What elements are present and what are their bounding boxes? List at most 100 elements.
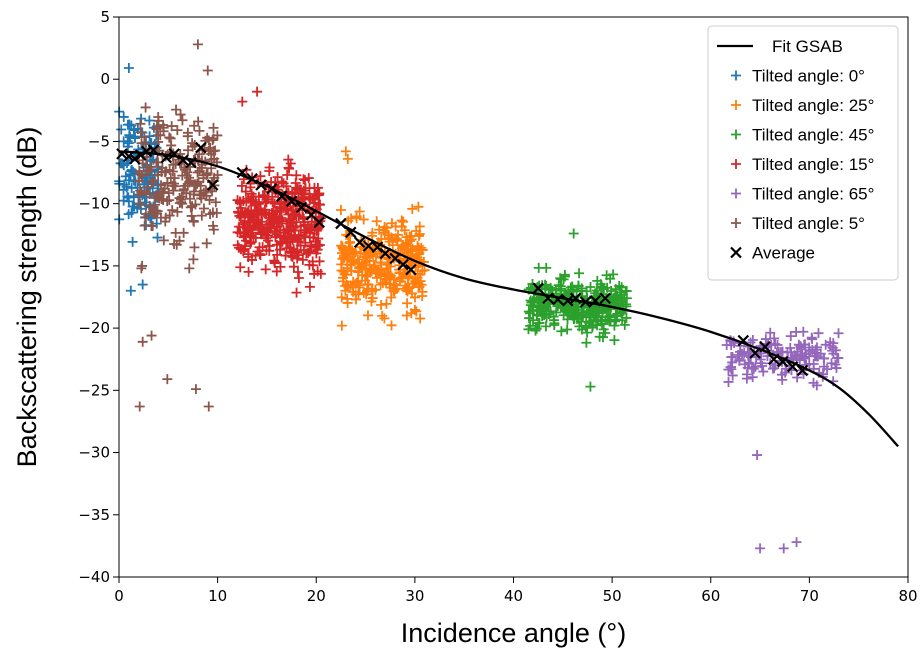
scatter-point <box>610 284 621 295</box>
scatter-point <box>250 250 261 261</box>
scatter-point <box>136 170 147 181</box>
scatter-point <box>596 282 607 293</box>
scatter-point <box>527 296 538 307</box>
scatter-point <box>272 172 283 183</box>
scatter-point <box>167 205 178 216</box>
scatter-point <box>143 166 154 177</box>
scatter-point <box>590 288 601 299</box>
scatter-point <box>281 181 292 192</box>
scatter-point <box>524 313 535 324</box>
scatter-point <box>409 292 420 303</box>
scatter-point <box>619 319 630 330</box>
scatter-point <box>241 196 252 207</box>
scatter-point <box>385 282 396 293</box>
scatter-point <box>813 328 824 339</box>
scatter-point <box>125 169 136 180</box>
scatter-point <box>382 259 393 270</box>
average-point <box>353 236 366 249</box>
scatter-point <box>414 229 425 240</box>
scatter-point <box>134 166 145 177</box>
scatter-point <box>398 216 409 227</box>
scatter-point <box>811 342 822 353</box>
scatter-point <box>137 279 148 290</box>
scatter-point <box>190 384 201 395</box>
scatter-point <box>396 215 407 226</box>
scatter-point <box>376 299 387 310</box>
scatter-point <box>164 210 175 221</box>
scatter-point <box>124 119 135 130</box>
scatter-point <box>129 133 140 144</box>
scatter-point <box>235 244 246 255</box>
legend-plus-marker <box>731 159 741 169</box>
scatter-point <box>367 227 378 238</box>
scatter-point <box>257 242 268 253</box>
x-tick-label: 80 <box>898 587 917 605</box>
scatter-point <box>162 195 173 206</box>
x-axis-title: Incidence angle (°) <box>401 618 626 648</box>
scatter-point <box>582 327 593 338</box>
scatter-point <box>292 267 303 278</box>
scatter-point <box>300 183 311 194</box>
legend-label: Tilted angle: 65° <box>752 185 874 204</box>
scatter-point <box>605 273 616 284</box>
scatter-point <box>785 342 796 353</box>
legend-plus-marker <box>731 188 741 199</box>
scatter-point <box>374 224 385 235</box>
scatter-point <box>137 336 148 347</box>
scatter-point <box>135 185 146 196</box>
scatter-point <box>166 121 177 132</box>
scatter-point <box>262 227 273 238</box>
scatter-point <box>409 304 420 315</box>
scatter-point <box>303 173 314 184</box>
average-point <box>397 258 409 271</box>
legend-label: Tilted angle: 25° <box>752 96 874 115</box>
y-tick-label: −35 <box>78 506 110 524</box>
scatter-point <box>276 216 287 227</box>
x-tick-label: 50 <box>603 587 622 605</box>
scatter-point <box>735 346 746 357</box>
scatter-point <box>386 292 397 303</box>
scatter-point <box>143 182 154 193</box>
scatter-point <box>285 158 296 169</box>
scatter-point <box>747 335 758 346</box>
scatter-point <box>725 362 736 373</box>
scatter-point <box>240 222 251 233</box>
x-tick-label: 10 <box>208 587 227 605</box>
scatter-point <box>407 203 418 214</box>
scatter-point <box>175 109 186 120</box>
legend-plus-marker <box>731 129 741 140</box>
scatter-point <box>140 102 151 113</box>
scatter-point <box>358 287 369 298</box>
scatter-point <box>166 140 177 151</box>
scatter-point <box>119 179 130 190</box>
scatter-point <box>397 243 408 254</box>
scatter-point <box>576 285 587 296</box>
scatter-point <box>392 283 403 294</box>
scatter-point <box>207 207 218 218</box>
scatter-point <box>128 124 139 135</box>
scatter-point <box>791 537 802 548</box>
scatter-point <box>351 294 362 305</box>
scatter-point <box>184 172 195 183</box>
scatter-point <box>282 236 293 247</box>
scatter-point <box>303 247 314 258</box>
scatter-point <box>769 333 780 344</box>
scatter-point <box>336 259 347 270</box>
scatter-point <box>264 162 275 173</box>
scatter-point <box>307 256 318 267</box>
x-tick-label: 0 <box>114 587 124 605</box>
scatter-point <box>135 127 146 138</box>
legend-label: Tilted angle: 0° <box>752 67 865 86</box>
scatter-point <box>777 374 788 385</box>
scatter-point <box>833 328 844 339</box>
scatter-point <box>353 289 364 300</box>
scatter-point <box>235 262 246 273</box>
scatter-point <box>123 209 134 220</box>
scatter-point <box>169 238 180 249</box>
scatter-point <box>196 210 207 221</box>
scatter-point <box>828 348 839 359</box>
scatter-point <box>558 274 569 285</box>
scatter-point <box>800 339 811 350</box>
scatter-point <box>194 165 205 176</box>
scatter-point <box>404 231 415 242</box>
